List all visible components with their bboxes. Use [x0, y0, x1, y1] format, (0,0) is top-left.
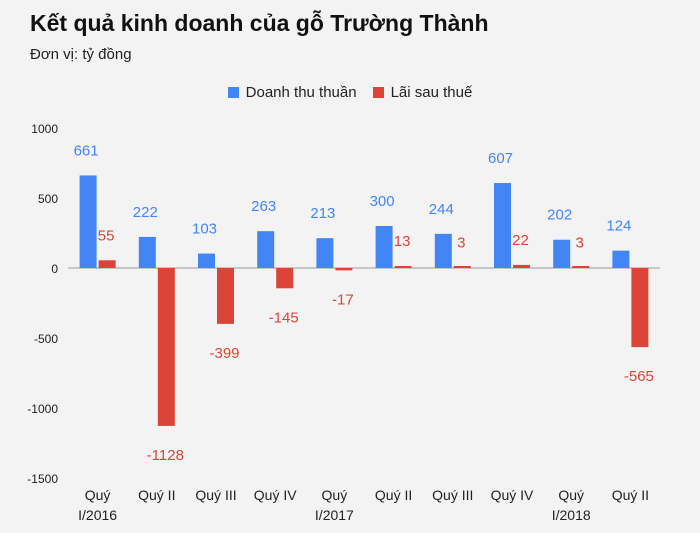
revenue-bar [257, 231, 275, 268]
profit-bar [394, 266, 412, 268]
profit-bar [217, 268, 234, 324]
x-tick-label: Quý [558, 487, 584, 503]
profit-data-label: -1128 [147, 447, 184, 464]
y-tick-label: -1000 [27, 402, 58, 416]
x-tick-label: Quý III [195, 487, 236, 503]
x-tick-label: I/2018 [552, 507, 591, 523]
x-tick-label: Quý IV [491, 487, 534, 503]
x-tick-label: Quý [85, 487, 111, 503]
revenue-data-label: 202 [547, 207, 572, 224]
revenue-bar [316, 238, 334, 268]
y-tick-label: 0 [51, 262, 58, 276]
profit-data-label: 13 [394, 233, 411, 250]
y-tick-label: -500 [34, 332, 58, 346]
revenue-data-label: 300 [370, 193, 395, 210]
profit-data-label: -399 [209, 345, 239, 362]
profit-bar [572, 266, 590, 268]
legend-swatch-profit [372, 87, 384, 98]
revenue-data-label: 661 [74, 142, 99, 159]
legend-label-profit: Lãi sau thuế [390, 84, 473, 101]
profit-bar [335, 268, 353, 271]
x-tick-label: Quý [322, 487, 348, 503]
revenue-bar [79, 175, 97, 268]
profit-data-label: 3 [457, 235, 465, 252]
profit-bar [513, 264, 530, 268]
revenue-bar [198, 253, 215, 268]
revenue-bar [375, 226, 393, 268]
legend-label-revenue: Doanh thu thuần [245, 84, 357, 101]
y-tick-label: 1000 [31, 122, 58, 136]
chart-subtitle: Đơn vị: tỷ đồng [30, 46, 132, 63]
revenue-data-label: 244 [429, 201, 454, 218]
profit-data-label: -145 [269, 309, 299, 326]
profit-bar [98, 260, 116, 268]
revenue-bar [612, 250, 630, 268]
y-tick-label: 500 [38, 192, 58, 206]
legend-item-revenue: Doanh thu thuần [227, 84, 357, 101]
x-tick-label: Quý II [612, 487, 649, 503]
revenue-data-label: 213 [310, 205, 335, 222]
revenue-bar [553, 239, 571, 268]
y-tick-label: -1500 [27, 472, 58, 486]
revenue-data-label: 222 [133, 204, 158, 221]
profit-bar [631, 268, 649, 348]
revenue-bar [434, 233, 452, 268]
revenue-data-label: 103 [192, 221, 217, 238]
profit-data-label: 22 [512, 232, 529, 249]
profit-data-label: -565 [624, 368, 654, 385]
x-tick-label: I/2017 [315, 507, 354, 523]
profit-data-label: -17 [332, 291, 354, 308]
x-tick-label: Quý III [432, 487, 473, 503]
revenue-data-label: 124 [606, 218, 631, 235]
profit-bar [157, 268, 175, 426]
profit-bar [453, 266, 471, 268]
legend-swatch-revenue [227, 87, 239, 98]
x-tick-label: Quý II [138, 487, 175, 503]
revenue-bar [494, 183, 511, 268]
x-tick-label: Quý II [375, 487, 412, 503]
revenue-bar [138, 236, 156, 268]
profit-data-label: 3 [576, 235, 584, 252]
x-tick-label: I/2016 [78, 507, 117, 523]
x-tick-label: Quý IV [254, 487, 297, 503]
chart-title: Kết quả kinh doanh của gỗ Trường Thành [30, 10, 489, 36]
profit-bar [276, 268, 294, 289]
revenue-data-label: 263 [251, 198, 276, 215]
legend-item-profit: Lãi sau thuế [372, 84, 473, 101]
profit-data-label: 55 [98, 227, 115, 244]
revenue-data-label: 607 [488, 150, 513, 167]
legend: Doanh thu thuần Lãi sau thuế [0, 84, 700, 101]
